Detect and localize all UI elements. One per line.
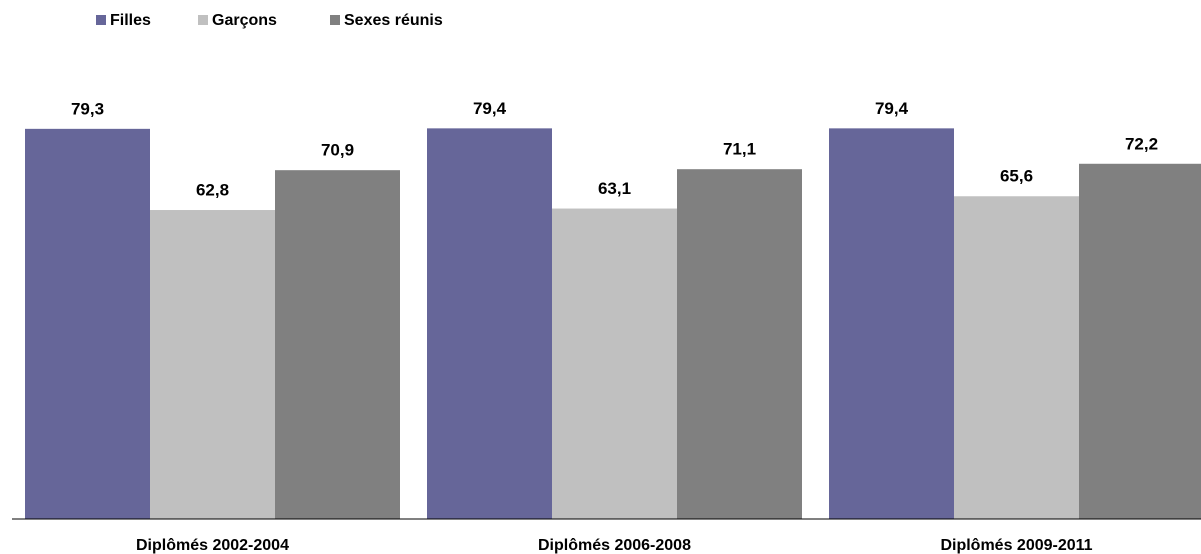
legend-swatch bbox=[96, 15, 106, 25]
data-label: 79,4 bbox=[875, 99, 909, 118]
bar bbox=[25, 128, 150, 519]
legend-label: Sexes réunis bbox=[344, 12, 443, 29]
x-tick-label: Diplômés 2009-2011 bbox=[940, 537, 1092, 554]
data-label: 79,4 bbox=[473, 99, 507, 118]
legend-swatch bbox=[330, 15, 340, 25]
data-label: 63,1 bbox=[598, 179, 631, 198]
data-label: 65,6 bbox=[1000, 167, 1033, 186]
legend-swatch bbox=[198, 15, 208, 25]
data-label: 79,3 bbox=[71, 99, 104, 118]
x-tick-label: Diplômés 2002-2004 bbox=[136, 537, 289, 554]
bar bbox=[954, 196, 1079, 520]
legend-label: Garçons bbox=[212, 12, 277, 29]
bar bbox=[150, 210, 275, 520]
bar bbox=[677, 169, 802, 520]
bar bbox=[552, 208, 677, 519]
bar bbox=[829, 128, 954, 520]
bar bbox=[427, 128, 552, 520]
x-tick-label: Diplômés 2006-2008 bbox=[538, 537, 691, 554]
data-label: 62,8 bbox=[196, 181, 229, 200]
data-label: 72,2 bbox=[1125, 134, 1158, 153]
data-label: 70,9 bbox=[321, 141, 354, 160]
bar bbox=[275, 170, 400, 519]
data-label: 71,1 bbox=[723, 140, 756, 159]
legend-label: Filles bbox=[110, 12, 151, 29]
bar bbox=[1079, 163, 1201, 519]
